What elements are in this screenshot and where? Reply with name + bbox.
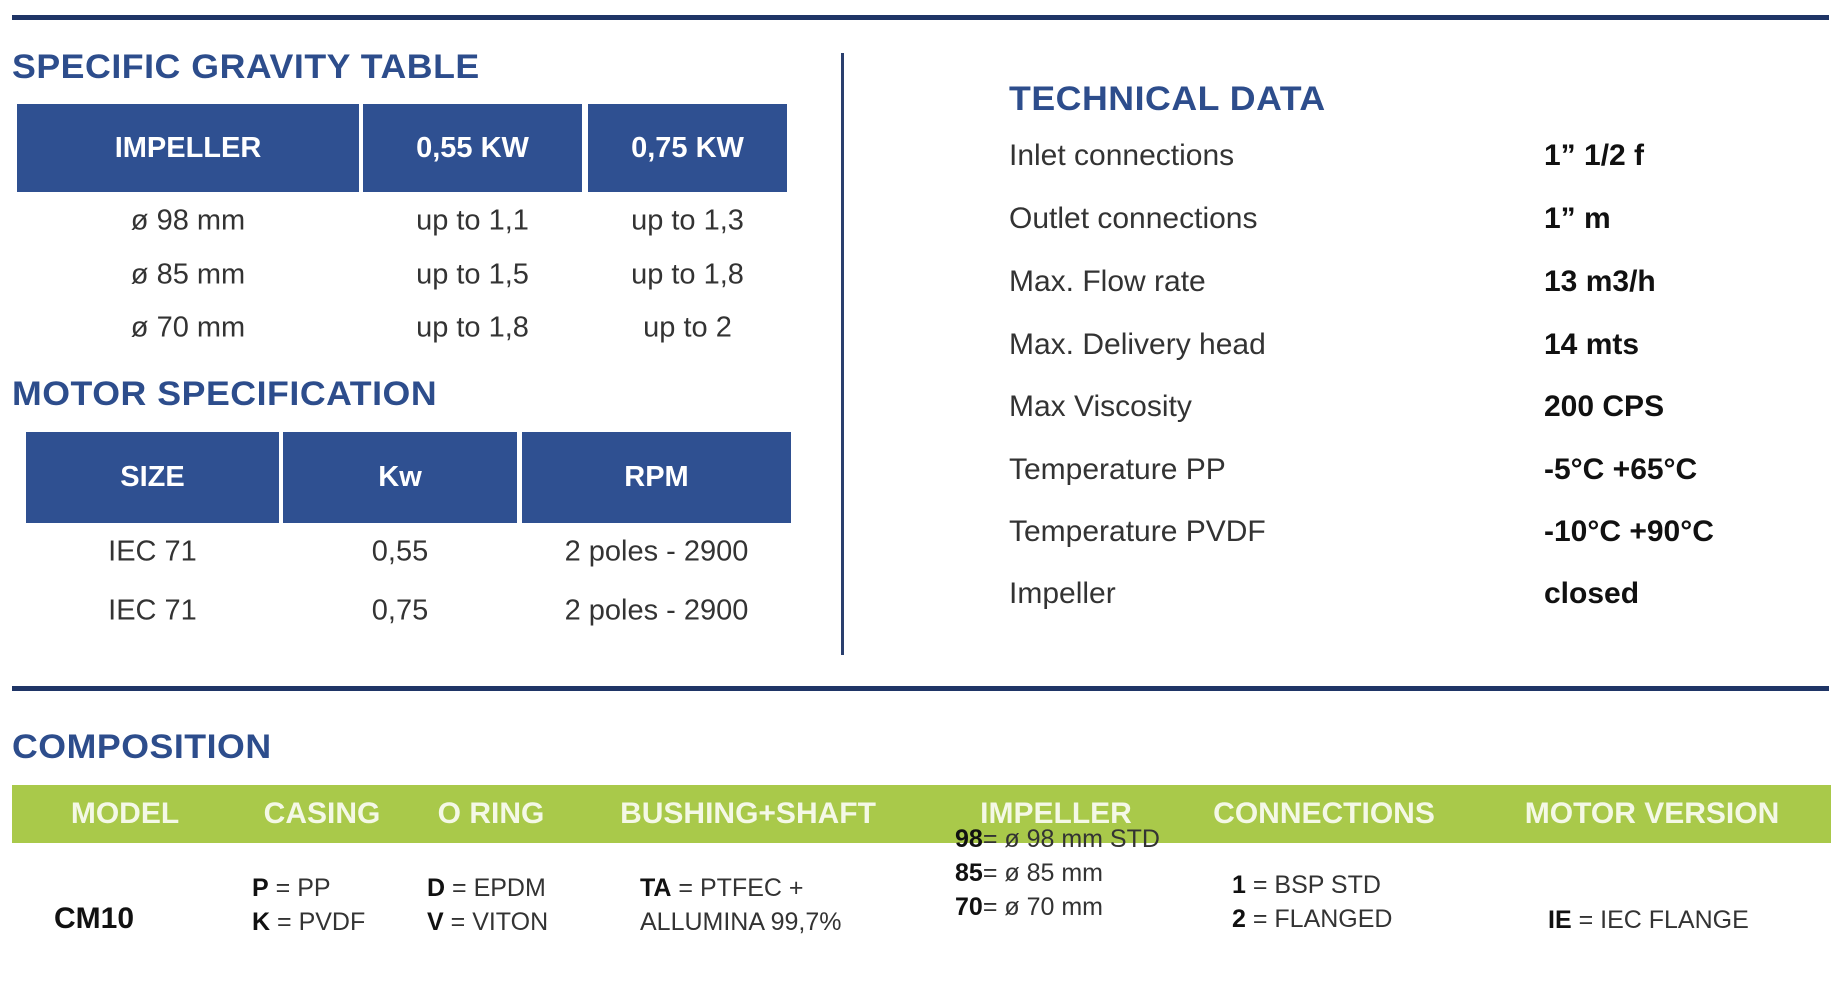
motor-cell: 2 poles - 2900	[564, 594, 749, 627]
comp-code: D	[427, 874, 446, 902]
comp-entry: P = PP	[252, 874, 331, 902]
comp-desc: ALLUMINA 99,7%	[640, 908, 842, 936]
comp-entry: 98= ø 98 mm STD	[955, 825, 1160, 853]
gravity-cell: ø 98 mm	[130, 204, 246, 237]
vertical-divider	[841, 53, 844, 655]
gravity-header-055: 0,55 KW	[363, 104, 582, 192]
comp-code: P	[252, 874, 269, 902]
gravity-cell: up to 1,8	[416, 311, 529, 344]
comp-desc: VITON	[472, 908, 549, 936]
comp-desc: PTFEC +	[699, 874, 804, 902]
composition-header-bar	[12, 785, 1831, 843]
comp-entry: 2 = FLANGED	[1232, 905, 1393, 933]
motor-header-size: SIZE	[26, 432, 279, 523]
tech-value: 1” m	[1544, 202, 1611, 235]
tech-value: 13 m3/h	[1544, 265, 1656, 298]
tech-label: Inlet connections	[1009, 139, 1235, 172]
comp-desc: FLANGED	[1274, 905, 1393, 933]
comp-desc: ø 70 mm	[1004, 893, 1103, 921]
comp-shaft: TA = PTFEC + ALLUMINA 99,7%	[640, 871, 842, 939]
technical-title: TECHNICAL DATA	[1009, 80, 1326, 118]
comp-code: V	[427, 908, 444, 936]
comp-entry: 85= ø 85 mm	[955, 859, 1103, 887]
comp-header-oring: O RING	[437, 797, 545, 830]
comp-header-model: MODEL	[70, 797, 180, 830]
motor-cell: IEC 71	[108, 594, 197, 627]
gravity-cell: ø 70 mm	[130, 311, 246, 344]
tech-value: -10°C +90°C	[1544, 515, 1714, 548]
comp-header-motor-version: MOTOR VERSION	[1524, 797, 1780, 830]
comp-entry: V = VITON	[427, 908, 549, 936]
comp-entry: 1 = BSP STD	[1232, 871, 1381, 899]
comp-desc: EPDM	[473, 874, 546, 902]
tech-value: 14 mts	[1544, 328, 1640, 361]
tech-label: Temperature PP	[1009, 453, 1226, 486]
comp-connections: 1 = BSP STD 2 = FLANGED	[1232, 868, 1393, 936]
comp-model: CM10	[54, 902, 135, 935]
motor-cell: IEC 71	[108, 535, 197, 568]
composition-title: COMPOSITION	[12, 728, 272, 766]
tech-label: Temperature PVDF	[1009, 515, 1266, 548]
gravity-cell: up to 1,1	[416, 204, 529, 237]
comp-code: 70	[955, 893, 983, 921]
comp-desc: BSP STD	[1274, 871, 1381, 899]
gravity-cell: up to 1,5	[416, 258, 529, 291]
tech-value: -5°C +65°C	[1544, 453, 1698, 486]
comp-desc: PVDF	[298, 908, 366, 936]
gravity-cell: up to 1,3	[631, 204, 744, 237]
tech-label: Outlet connections	[1009, 202, 1258, 235]
tech-value: 200 CPS	[1544, 390, 1665, 423]
comp-desc: PP	[297, 874, 331, 902]
gravity-cell: up to 1,8	[631, 258, 744, 291]
comp-code: 1	[1232, 871, 1246, 899]
comp-entry: D = EPDM	[427, 874, 546, 902]
comp-entry: IE = IEC FLANGE	[1548, 906, 1749, 934]
motor-header-rpm: RPM	[522, 432, 791, 523]
top-rule	[12, 15, 1829, 20]
comp-code: IE	[1548, 906, 1572, 934]
gravity-title: SPECIFIC GRAVITY TABLE	[12, 48, 480, 86]
gravity-cell: up to 2	[643, 311, 732, 344]
comp-desc: IEC FLANGE	[1600, 906, 1749, 934]
middle-rule	[12, 686, 1829, 691]
comp-entry: ALLUMINA 99,7%	[640, 905, 842, 939]
comp-entry: 70= ø 70 mm	[955, 893, 1103, 921]
comp-motor-version: IE = IEC FLANGE	[1548, 903, 1749, 937]
comp-impeller: 98= ø 98 mm STD 85= ø 85 mm 70= ø 70 mm	[955, 822, 1160, 924]
tech-value: closed	[1544, 577, 1640, 610]
comp-header-shaft: BUSHING+SHAFT	[620, 797, 876, 830]
comp-code: K	[252, 908, 271, 936]
comp-header-impeller: IMPELLER	[980, 797, 1132, 830]
tech-value: 1” 1/2 f	[1544, 139, 1645, 172]
gravity-cell: ø 85 mm	[130, 258, 246, 291]
comp-desc: ø 85 mm	[1004, 859, 1103, 887]
comp-desc: ø 98 mm STD	[1004, 825, 1160, 853]
motor-cell: 2 poles - 2900	[564, 535, 749, 568]
comp-code: 98	[955, 825, 983, 853]
motor-title: MOTOR SPECIFICATION	[12, 375, 438, 413]
comp-header-connections: CONNECTIONS	[1213, 797, 1435, 830]
tech-label: Max. Flow rate	[1009, 265, 1206, 298]
tech-label: Max. Delivery head	[1009, 328, 1266, 361]
comp-code: TA	[640, 874, 672, 902]
comp-header-casing: CASING	[263, 797, 381, 830]
comp-entry: K = PVDF	[252, 908, 366, 936]
tech-label: Max Viscosity	[1009, 390, 1192, 423]
comp-oring: D = EPDM V = VITON	[427, 871, 548, 939]
comp-code: 85	[955, 859, 983, 887]
motor-header-kw: Kw	[283, 432, 517, 523]
motor-cell: 0,75	[371, 594, 429, 627]
gravity-header-075: 0,75 KW	[588, 104, 787, 192]
comp-casing: P = PP K = PVDF	[252, 871, 365, 939]
gravity-header-impeller: IMPELLER	[17, 104, 359, 192]
comp-code: 2	[1232, 905, 1246, 933]
comp-entry: TA = PTFEC +	[640, 874, 804, 902]
tech-label: Impeller	[1009, 577, 1116, 610]
motor-cell: 0,55	[371, 535, 429, 568]
